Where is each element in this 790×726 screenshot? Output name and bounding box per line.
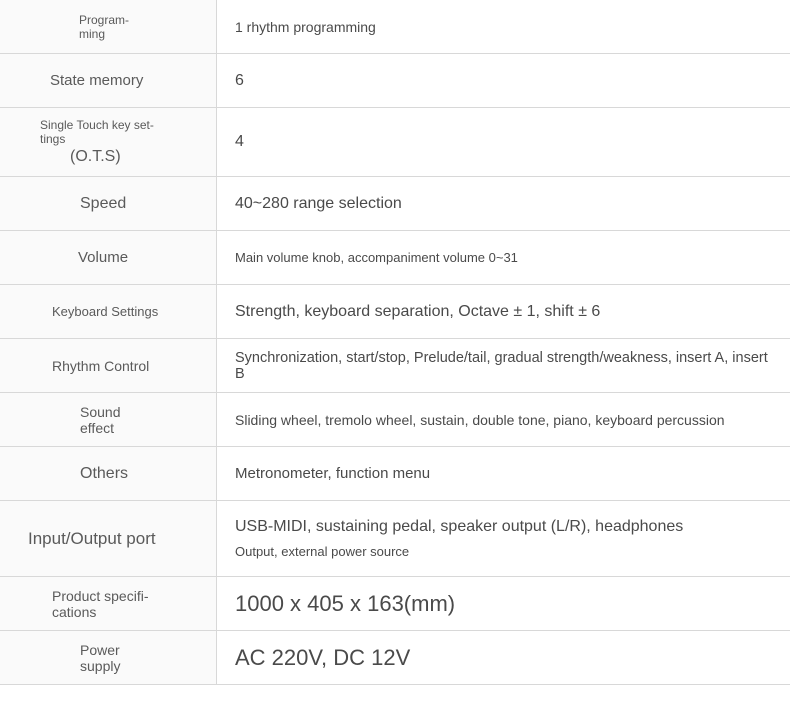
value-others: Metronometer, function menu bbox=[217, 447, 790, 500]
value-volume: Main volume knob, accompaniment volume 0… bbox=[217, 231, 790, 284]
value-text: 1 rhythm programming bbox=[235, 19, 376, 35]
value-io-port: USB-MIDI, sustaining pedal, speaker outp… bbox=[217, 501, 790, 576]
label-programming: Program- ming bbox=[0, 0, 217, 53]
row-volume: Volume Main volume knob, accompaniment v… bbox=[0, 231, 790, 285]
label-text: Input/Output port bbox=[28, 529, 156, 549]
value-text: AC 220V, DC 12V bbox=[235, 645, 410, 671]
value-text: Main volume knob, accompaniment volume 0… bbox=[235, 250, 518, 265]
label-state-memory: State memory bbox=[0, 54, 217, 107]
value-text: 6 bbox=[235, 72, 244, 90]
value-text-line2: Output, external power source bbox=[235, 544, 409, 559]
label-text: State memory bbox=[50, 72, 143, 89]
row-programming: Program- ming 1 rhythm programming bbox=[0, 0, 790, 54]
row-ots: Single Touch key set- tings (O.T.S) 4 bbox=[0, 108, 790, 177]
value-rhythm-control: Synchronization, start/stop, Prelude/tai… bbox=[217, 339, 790, 392]
label-io-port: Input/Output port bbox=[0, 501, 217, 576]
label-speed: Speed bbox=[0, 177, 217, 230]
label-sound-effect: Sound effect bbox=[0, 393, 217, 446]
label-dimensions: Product specifi- cations bbox=[0, 577, 217, 630]
label-text: Sound effect bbox=[80, 404, 120, 436]
value-sound-effect: Sliding wheel, tremolo wheel, sustain, d… bbox=[217, 393, 790, 446]
row-rhythm-control: Rhythm Control Synchronization, start/st… bbox=[0, 339, 790, 393]
row-sound-effect: Sound effect Sliding wheel, tremolo whee… bbox=[0, 393, 790, 447]
label-others: Others bbox=[0, 447, 217, 500]
value-programming: 1 rhythm programming bbox=[217, 0, 790, 53]
value-dimensions: 1000 x 405 x 163(mm) bbox=[217, 577, 790, 630]
row-speed: Speed 40~280 range selection bbox=[0, 177, 790, 231]
label-volume: Volume bbox=[0, 231, 217, 284]
value-text: Synchronization, start/stop, Prelude/tai… bbox=[235, 350, 778, 382]
value-text-line1: USB-MIDI, sustaining pedal, speaker outp… bbox=[235, 518, 683, 536]
label-text-line1: Single Touch key set- tings bbox=[40, 118, 154, 146]
label-text: Keyboard Settings bbox=[52, 304, 158, 319]
row-io-port: Input/Output port USB-MIDI, sustaining p… bbox=[0, 501, 790, 577]
label-rhythm-control: Rhythm Control bbox=[0, 339, 217, 392]
label-text: Speed bbox=[80, 195, 126, 213]
row-power-supply: Power supply AC 220V, DC 12V bbox=[0, 631, 790, 685]
label-text: Program- ming bbox=[79, 13, 129, 41]
specifications-table: Program- ming 1 rhythm programming State… bbox=[0, 0, 790, 685]
value-speed: 40~280 range selection bbox=[217, 177, 790, 230]
label-ots: Single Touch key set- tings (O.T.S) bbox=[0, 108, 217, 176]
value-text: 40~280 range selection bbox=[235, 195, 402, 213]
value-ots: 4 bbox=[217, 108, 790, 176]
value-text: 1000 x 405 x 163(mm) bbox=[235, 591, 455, 617]
label-text-line2: (O.T.S) bbox=[40, 148, 121, 166]
value-text: Sliding wheel, tremolo wheel, sustain, d… bbox=[235, 412, 725, 428]
value-text: Metronometer, function menu bbox=[235, 465, 430, 482]
row-dimensions: Product specifi- cations 1000 x 405 x 16… bbox=[0, 577, 790, 631]
row-others: Others Metronometer, function menu bbox=[0, 447, 790, 501]
label-text: Others bbox=[80, 465, 128, 483]
value-keyboard-settings: Strength, keyboard separation, Octave ± … bbox=[217, 285, 790, 338]
value-text: 4 bbox=[235, 133, 244, 151]
label-text: Volume bbox=[78, 249, 128, 266]
row-state-memory: State memory 6 bbox=[0, 54, 790, 108]
label-text: Product specifi- cations bbox=[52, 588, 148, 620]
value-text: Strength, keyboard separation, Octave ± … bbox=[235, 303, 600, 321]
label-text: Rhythm Control bbox=[52, 358, 149, 374]
label-power-supply: Power supply bbox=[0, 631, 217, 684]
value-state-memory: 6 bbox=[217, 54, 790, 107]
label-text: Power supply bbox=[80, 642, 120, 674]
row-keyboard-settings: Keyboard Settings Strength, keyboard sep… bbox=[0, 285, 790, 339]
label-keyboard-settings: Keyboard Settings bbox=[0, 285, 217, 338]
value-power-supply: AC 220V, DC 12V bbox=[217, 631, 790, 684]
